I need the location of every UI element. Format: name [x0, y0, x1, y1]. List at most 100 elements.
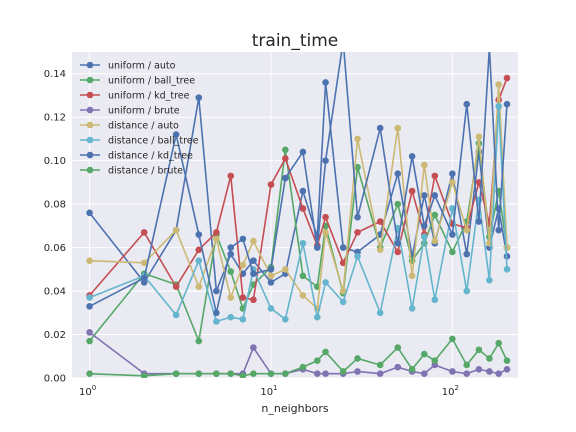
- data-point: [495, 370, 502, 377]
- data-point: [420, 161, 428, 169]
- data-point: [195, 246, 203, 254]
- data-point: [195, 257, 203, 264]
- data-point: [195, 370, 203, 377]
- data-point: [394, 248, 402, 256]
- data-point: [420, 233, 428, 241]
- data-point: [86, 337, 93, 345]
- x-tick-label: 102: [442, 384, 459, 398]
- data-point: [495, 81, 502, 88]
- x-tick-base: 10: [260, 387, 273, 398]
- y-tick-label: 0.06: [44, 243, 66, 254]
- data-point: [172, 311, 180, 319]
- legend-item: distance / kd_tree: [80, 151, 193, 162]
- data-point: [449, 335, 456, 343]
- legend-marker: [86, 61, 94, 69]
- x-tick-label: 100: [79, 384, 96, 398]
- data-point: [299, 205, 307, 212]
- legend-marker: [86, 121, 94, 129]
- data-point: [195, 337, 203, 345]
- data-point: [408, 153, 416, 160]
- data-point: [408, 187, 416, 195]
- data-point: [282, 266, 289, 273]
- legend-label: uniform / auto: [108, 61, 176, 72]
- data-point: [86, 370, 93, 377]
- data-point: [449, 179, 456, 186]
- series-layer: [86, 38, 511, 378]
- legend-item: distance / auto: [80, 121, 179, 132]
- data-point: [195, 94, 203, 101]
- data-point: [267, 370, 275, 377]
- data-point: [172, 370, 180, 377]
- data-point: [313, 313, 321, 321]
- data-point: [239, 294, 247, 301]
- x-tick-label: 101: [260, 384, 277, 398]
- data-point: [140, 259, 148, 267]
- legend: uniform / auto uniform / ball_treeuniform…: [80, 61, 199, 177]
- series-line-distance-kd-tree: [89, 52, 508, 314]
- data-point: [313, 244, 321, 251]
- data-point: [250, 237, 257, 245]
- series-distance-brute: [86, 335, 511, 378]
- data-point: [267, 279, 275, 286]
- data-point: [86, 294, 93, 301]
- data-point: [431, 211, 439, 219]
- chart-title: train_time: [252, 31, 338, 51]
- data-point: [376, 361, 384, 369]
- data-point: [250, 257, 257, 264]
- data-point: [339, 259, 347, 267]
- data-point: [282, 146, 289, 154]
- data-point: [313, 357, 321, 364]
- data-point: [299, 187, 307, 195]
- data-point: [213, 235, 220, 243]
- series-distance-ball-tree: [86, 103, 511, 325]
- data-point: [354, 368, 361, 375]
- data-point: [486, 368, 493, 375]
- y-tick-label: 0.08: [44, 200, 66, 211]
- data-point: [503, 244, 511, 251]
- data-point: [420, 370, 428, 377]
- x-tick-exponent: 2: [455, 384, 459, 392]
- data-point: [449, 205, 456, 212]
- x-axis-title: n_neighbors: [261, 402, 328, 415]
- data-point: [376, 246, 384, 254]
- y-tick-label: 0.12: [44, 113, 66, 124]
- data-point: [322, 157, 329, 164]
- data-point: [299, 272, 307, 280]
- y-tick-label: 0.00: [44, 374, 66, 385]
- data-point: [449, 248, 456, 256]
- data-point: [213, 370, 220, 377]
- data-point: [431, 357, 439, 364]
- y-tick-label: 0.04: [44, 287, 66, 298]
- data-point: [86, 257, 93, 264]
- data-point: [282, 174, 289, 182]
- data-point: [322, 279, 329, 286]
- data-point: [394, 200, 402, 208]
- data-point: [503, 74, 511, 82]
- data-point: [394, 124, 402, 132]
- legend-label: distance / ball_tree: [108, 136, 199, 147]
- data-point: [239, 261, 247, 269]
- legend-label: distance / brute: [108, 166, 183, 177]
- data-point: [227, 172, 235, 180]
- y-tick-label: 0.14: [44, 69, 66, 80]
- data-point: [376, 370, 384, 377]
- data-point: [339, 287, 347, 295]
- data-point: [213, 309, 220, 317]
- data-point: [486, 355, 493, 362]
- data-point: [431, 172, 439, 180]
- grid-layer: [72, 52, 518, 379]
- data-point: [227, 244, 235, 251]
- data-point: [227, 294, 235, 301]
- data-point: [195, 231, 203, 238]
- data-point: [322, 213, 329, 221]
- y-tick-label: 0.10: [44, 156, 66, 167]
- data-point: [340, 38, 347, 45]
- data-point: [227, 268, 235, 275]
- legend-marker: [86, 136, 94, 144]
- data-point: [250, 296, 257, 304]
- data-point: [339, 298, 347, 306]
- data-point: [299, 292, 307, 299]
- data-point: [267, 181, 275, 188]
- legend-item: uniform / auto: [80, 61, 176, 72]
